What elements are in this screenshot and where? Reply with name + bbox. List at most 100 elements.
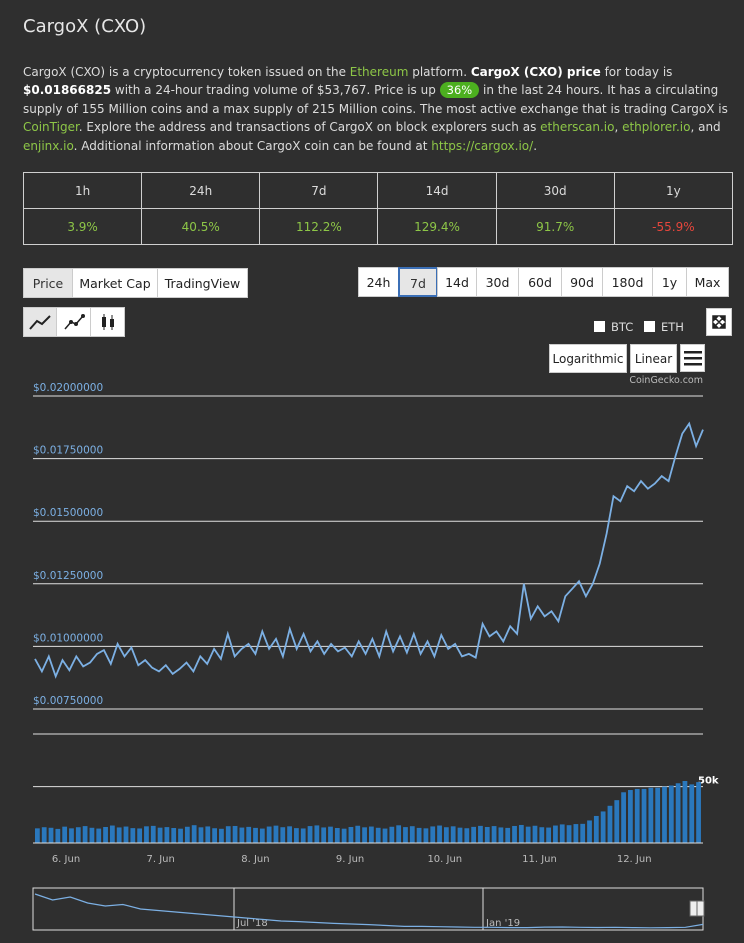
navigator-handle[interactable] xyxy=(689,900,698,917)
text: , and xyxy=(690,120,721,135)
volume-bar xyxy=(675,783,681,843)
link[interactable]: etherscan.io xyxy=(540,120,615,135)
link[interactable]: Ethereum xyxy=(349,65,409,79)
volume-bar xyxy=(212,828,217,843)
range-button[interactable]: 30d xyxy=(476,267,519,297)
credit: CoinGecko.com xyxy=(629,375,703,386)
link[interactable]: CoinTiger xyxy=(23,120,79,135)
volume-bar xyxy=(559,824,565,843)
volume-bar xyxy=(130,828,136,843)
range-button[interactable]: 14d xyxy=(437,267,477,297)
text: with a 24-hour trading volume of $53,767… xyxy=(111,83,440,98)
period-change: 129.4% xyxy=(377,208,497,245)
volume-bar xyxy=(300,828,306,843)
volume-bar xyxy=(280,827,286,843)
y-tick-label: $0.01750000 xyxy=(33,445,103,457)
range-button[interactable]: Max xyxy=(686,267,729,297)
volume-bar xyxy=(648,787,654,843)
navigator-handle[interactable] xyxy=(696,900,705,917)
point-chart-button[interactable] xyxy=(56,307,91,337)
volume-bar xyxy=(307,826,313,843)
volume-bar xyxy=(491,826,497,843)
x-tick-label: 12. Jun xyxy=(617,854,652,865)
volume-bar xyxy=(505,827,511,843)
volume-bar xyxy=(389,826,395,843)
currency-toggle[interactable]: BTC xyxy=(594,320,633,334)
volume-bar xyxy=(525,826,531,843)
volume-bar xyxy=(409,826,415,843)
volume-bar xyxy=(137,828,143,843)
period-change: 91.7% xyxy=(495,208,615,245)
change-table: 1h 24h 7d 14d 30d 1y 3.9% 40.5% 112.2% 129.4% 91.7… xyxy=(22,172,734,245)
change-badge: 36% xyxy=(439,82,480,99)
volume-bar xyxy=(573,824,579,843)
link[interactable]: https://cargox.io/ xyxy=(431,138,534,153)
chart-tab[interactable]: Price xyxy=(23,268,73,298)
volume-bar xyxy=(471,826,477,843)
x-tick-label: 10. Jun xyxy=(427,854,462,865)
currency-label: ETH xyxy=(661,320,684,334)
volume-bar xyxy=(246,826,252,843)
chart-tab[interactable]: TradingView xyxy=(157,268,248,298)
navigator-box xyxy=(32,887,704,931)
x-tick-label: 6. Jun xyxy=(52,854,80,865)
scale-button[interactable]: Logarithmic xyxy=(549,344,627,373)
volume-bar xyxy=(150,825,156,843)
candle-chart-button[interactable] xyxy=(90,307,125,337)
fullscreen-button[interactable] xyxy=(706,308,732,336)
volume-bar xyxy=(239,827,245,843)
period-change: 3.9% xyxy=(22,208,143,245)
volume-bar xyxy=(178,828,183,843)
period-header: 14d xyxy=(377,172,497,209)
volume-bar xyxy=(621,792,626,843)
y-tick-label: $0.01500000 xyxy=(33,507,103,519)
y-tick-label: $0.01250000 xyxy=(33,570,103,582)
volume-bar xyxy=(62,826,68,843)
volume-bar xyxy=(553,825,558,843)
volume-bar xyxy=(655,787,661,843)
volume-bar xyxy=(287,826,292,843)
description: CargoX (CXO) is a cryptocurrency token i… xyxy=(23,63,728,155)
line-chart-button[interactable] xyxy=(23,307,57,337)
volume-bar xyxy=(546,827,551,843)
volume-bar xyxy=(225,826,231,843)
period-header: 7d xyxy=(259,172,379,209)
volume-bar xyxy=(518,824,524,843)
text: CargoX (CXO) is a cryptocurrency token i… xyxy=(23,65,350,79)
x-tick-label: 7. Jun xyxy=(147,854,175,865)
volume-bar xyxy=(314,825,320,843)
volume-bar xyxy=(696,782,701,843)
range-button[interactable]: 1y xyxy=(652,267,687,297)
link[interactable]: enjinx.io xyxy=(23,138,74,153)
volume-bar xyxy=(580,823,586,843)
chart-tab[interactable]: Market Cap xyxy=(72,268,158,298)
volume-bar xyxy=(321,827,327,843)
range-button[interactable]: 60d xyxy=(518,267,562,297)
volume-bar xyxy=(641,788,647,843)
scale-button[interactable]: Linear xyxy=(630,344,677,373)
volume-tick-label: 50k xyxy=(698,776,719,787)
menu-button[interactable] xyxy=(680,344,705,372)
coin-title: CargoX (CXO) xyxy=(23,16,147,37)
link[interactable]: ethplorer.io xyxy=(622,120,691,135)
volume-bar xyxy=(634,788,640,843)
range-button[interactable]: 7d xyxy=(398,267,438,297)
range-button[interactable]: 180d xyxy=(602,267,653,297)
volume-bar xyxy=(437,825,442,843)
header-row: 1h 24h 7d 14d 30d 1y xyxy=(22,172,734,209)
currency-toggle[interactable]: ETH xyxy=(644,320,684,334)
y-tick-label: $0.00750000 xyxy=(33,695,103,707)
range-button[interactable]: 90d xyxy=(561,267,603,297)
volume-bar xyxy=(532,825,538,843)
volume-bar xyxy=(369,826,374,843)
volume-bar xyxy=(430,826,436,843)
range-button[interactable]: 24h xyxy=(358,267,399,297)
volume-bar xyxy=(96,828,102,843)
volume-bar xyxy=(464,828,470,843)
volume-bar xyxy=(328,826,333,843)
period-change: 112.2% xyxy=(259,208,379,245)
period-change: -55.9% xyxy=(613,208,734,245)
volume-bar xyxy=(607,805,613,843)
text: . Additional information about CargoX co… xyxy=(73,138,432,153)
text: . xyxy=(533,138,538,153)
